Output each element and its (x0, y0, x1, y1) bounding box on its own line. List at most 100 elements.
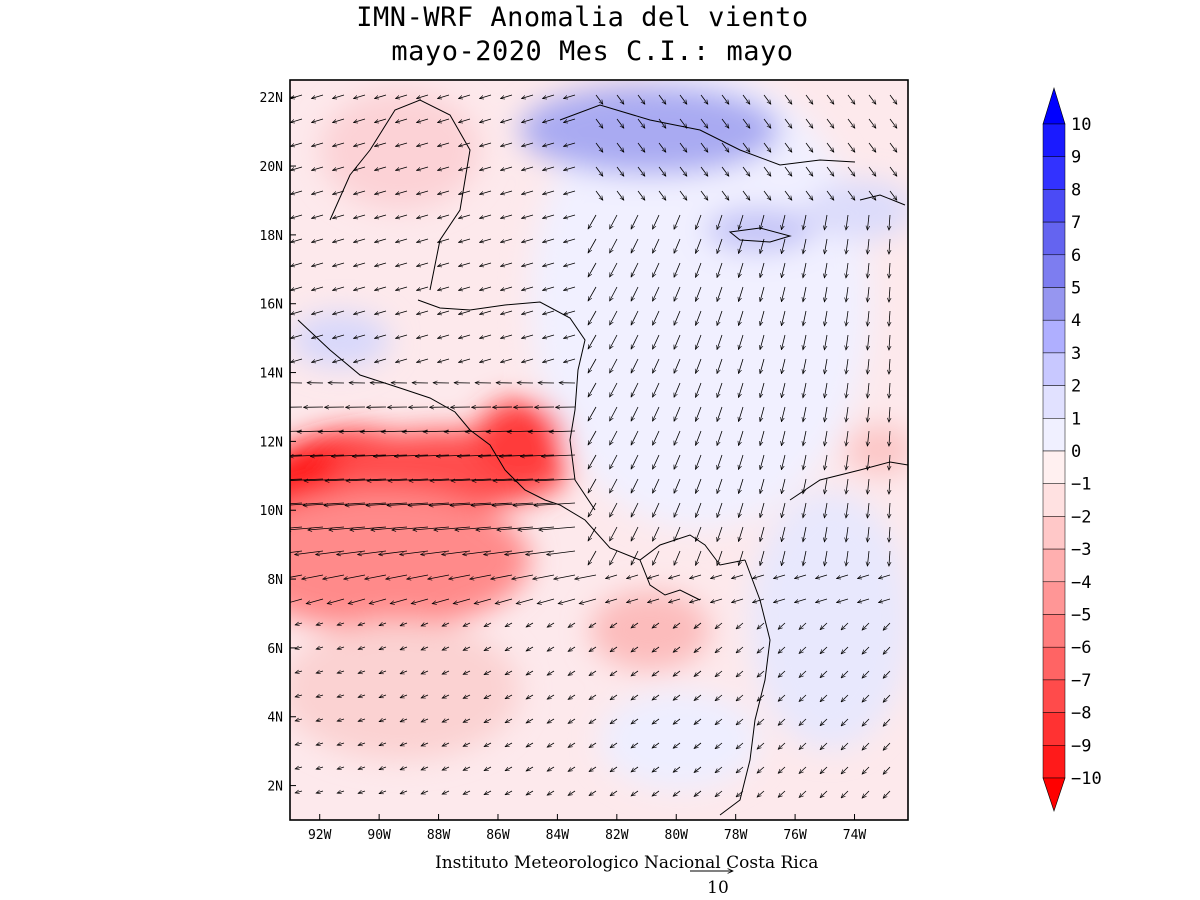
wind-vector (501, 118, 513, 123)
wind-vector (739, 310, 744, 326)
wind-vector (739, 214, 744, 230)
wind-vector (674, 430, 681, 445)
wind-vector (673, 790, 681, 796)
wind-vector (715, 622, 723, 629)
wind-vector (867, 358, 869, 374)
wind-vector (436, 455, 471, 456)
wind-vector (867, 334, 869, 350)
wind-vector (883, 766, 891, 774)
wind-vector (631, 718, 639, 724)
wind-vector (696, 550, 702, 565)
wind-vector (588, 406, 597, 421)
wind-vector (889, 94, 897, 104)
colorbar-swatch (1042, 581, 1066, 615)
wind-vector (630, 358, 639, 373)
wind-vector (696, 310, 702, 325)
wind-vector (375, 262, 387, 266)
wind-vector (350, 526, 387, 530)
wind-vector (658, 190, 666, 200)
wind-vector (781, 358, 786, 374)
wind-vector (862, 766, 870, 774)
wind-vector (333, 310, 345, 314)
wind-vector (463, 695, 471, 699)
wind-vector (803, 238, 807, 254)
wind-vector (522, 358, 534, 362)
lon-label: 78W (724, 828, 748, 843)
wind-vector (337, 623, 345, 625)
wind-vector (589, 742, 597, 748)
wind-vector (883, 622, 891, 630)
wind-vector (700, 142, 708, 152)
wind-vector (522, 94, 534, 99)
wind-vector (595, 166, 603, 176)
wind-vector (312, 118, 324, 123)
wind-vector (841, 718, 849, 726)
wind-vector (674, 454, 681, 469)
wind-vector (799, 766, 807, 774)
wind-vector (438, 262, 450, 266)
wind-vector (497, 526, 534, 530)
wind-vector (463, 550, 492, 555)
wind-vector (799, 718, 807, 726)
wind-vector (648, 598, 660, 603)
colorbar-label: 5 (1071, 279, 1081, 299)
wind-vector (781, 526, 786, 542)
wind-vector (674, 334, 681, 349)
wind-vector (354, 358, 366, 362)
wind-vector (316, 647, 324, 649)
wind-vector (463, 647, 471, 651)
wind-vector (290, 478, 303, 480)
wind-vector (868, 118, 876, 128)
wind-vector (696, 358, 702, 373)
wind-vector (290, 598, 303, 603)
wind-vector (354, 214, 366, 218)
wind-vector (438, 310, 450, 314)
wind-vector (337, 550, 366, 555)
coastline-jamaica (728, 227, 792, 243)
wind-vector (717, 358, 723, 374)
wind-vector (549, 431, 576, 432)
wind-vector (889, 526, 890, 542)
wind-vector (290, 574, 303, 578)
wind-vector (610, 550, 618, 565)
wind-vector (396, 238, 408, 242)
wind-vector (505, 742, 513, 747)
wind-vector (375, 238, 387, 242)
wind-vector (883, 646, 891, 654)
wind-vector (799, 670, 807, 678)
wind-vector (396, 94, 408, 99)
wind-vector (396, 262, 408, 266)
wind-vector (739, 550, 744, 566)
wind-vector (442, 743, 450, 747)
wind-vector (674, 382, 681, 397)
wind-vector (379, 719, 387, 722)
wind-vector (480, 214, 492, 218)
colorbar-label: −5 (1071, 606, 1091, 626)
wind-vector (846, 430, 848, 446)
wind-vector (543, 214, 555, 218)
shading-pacific-blue (600, 690, 760, 790)
coastline-caribbean-side (417, 299, 596, 511)
wind-vector (616, 94, 624, 104)
colorbar-label: −9 (1071, 736, 1091, 756)
wind-vector (816, 574, 828, 579)
wind-vector (459, 214, 471, 218)
wind-vector (484, 694, 492, 699)
wind-vector (652, 382, 660, 397)
wind-vector (417, 166, 429, 170)
wind-vector (711, 598, 723, 603)
wind-vector (846, 334, 848, 350)
wind-vector (846, 286, 848, 302)
wind-vector (304, 479, 345, 481)
wind-vector (290, 550, 303, 553)
wind-vector (505, 550, 534, 555)
wind-vector (316, 550, 345, 555)
wind-vector (824, 334, 828, 350)
wind-vector (673, 742, 681, 748)
colorbar-label: −1 (1071, 475, 1091, 495)
wind-vector (803, 382, 807, 398)
wind-vector (652, 526, 660, 541)
colorbar-swatch (1042, 287, 1066, 321)
lat-label: 10N (260, 504, 283, 519)
shading-east-red (845, 425, 908, 475)
